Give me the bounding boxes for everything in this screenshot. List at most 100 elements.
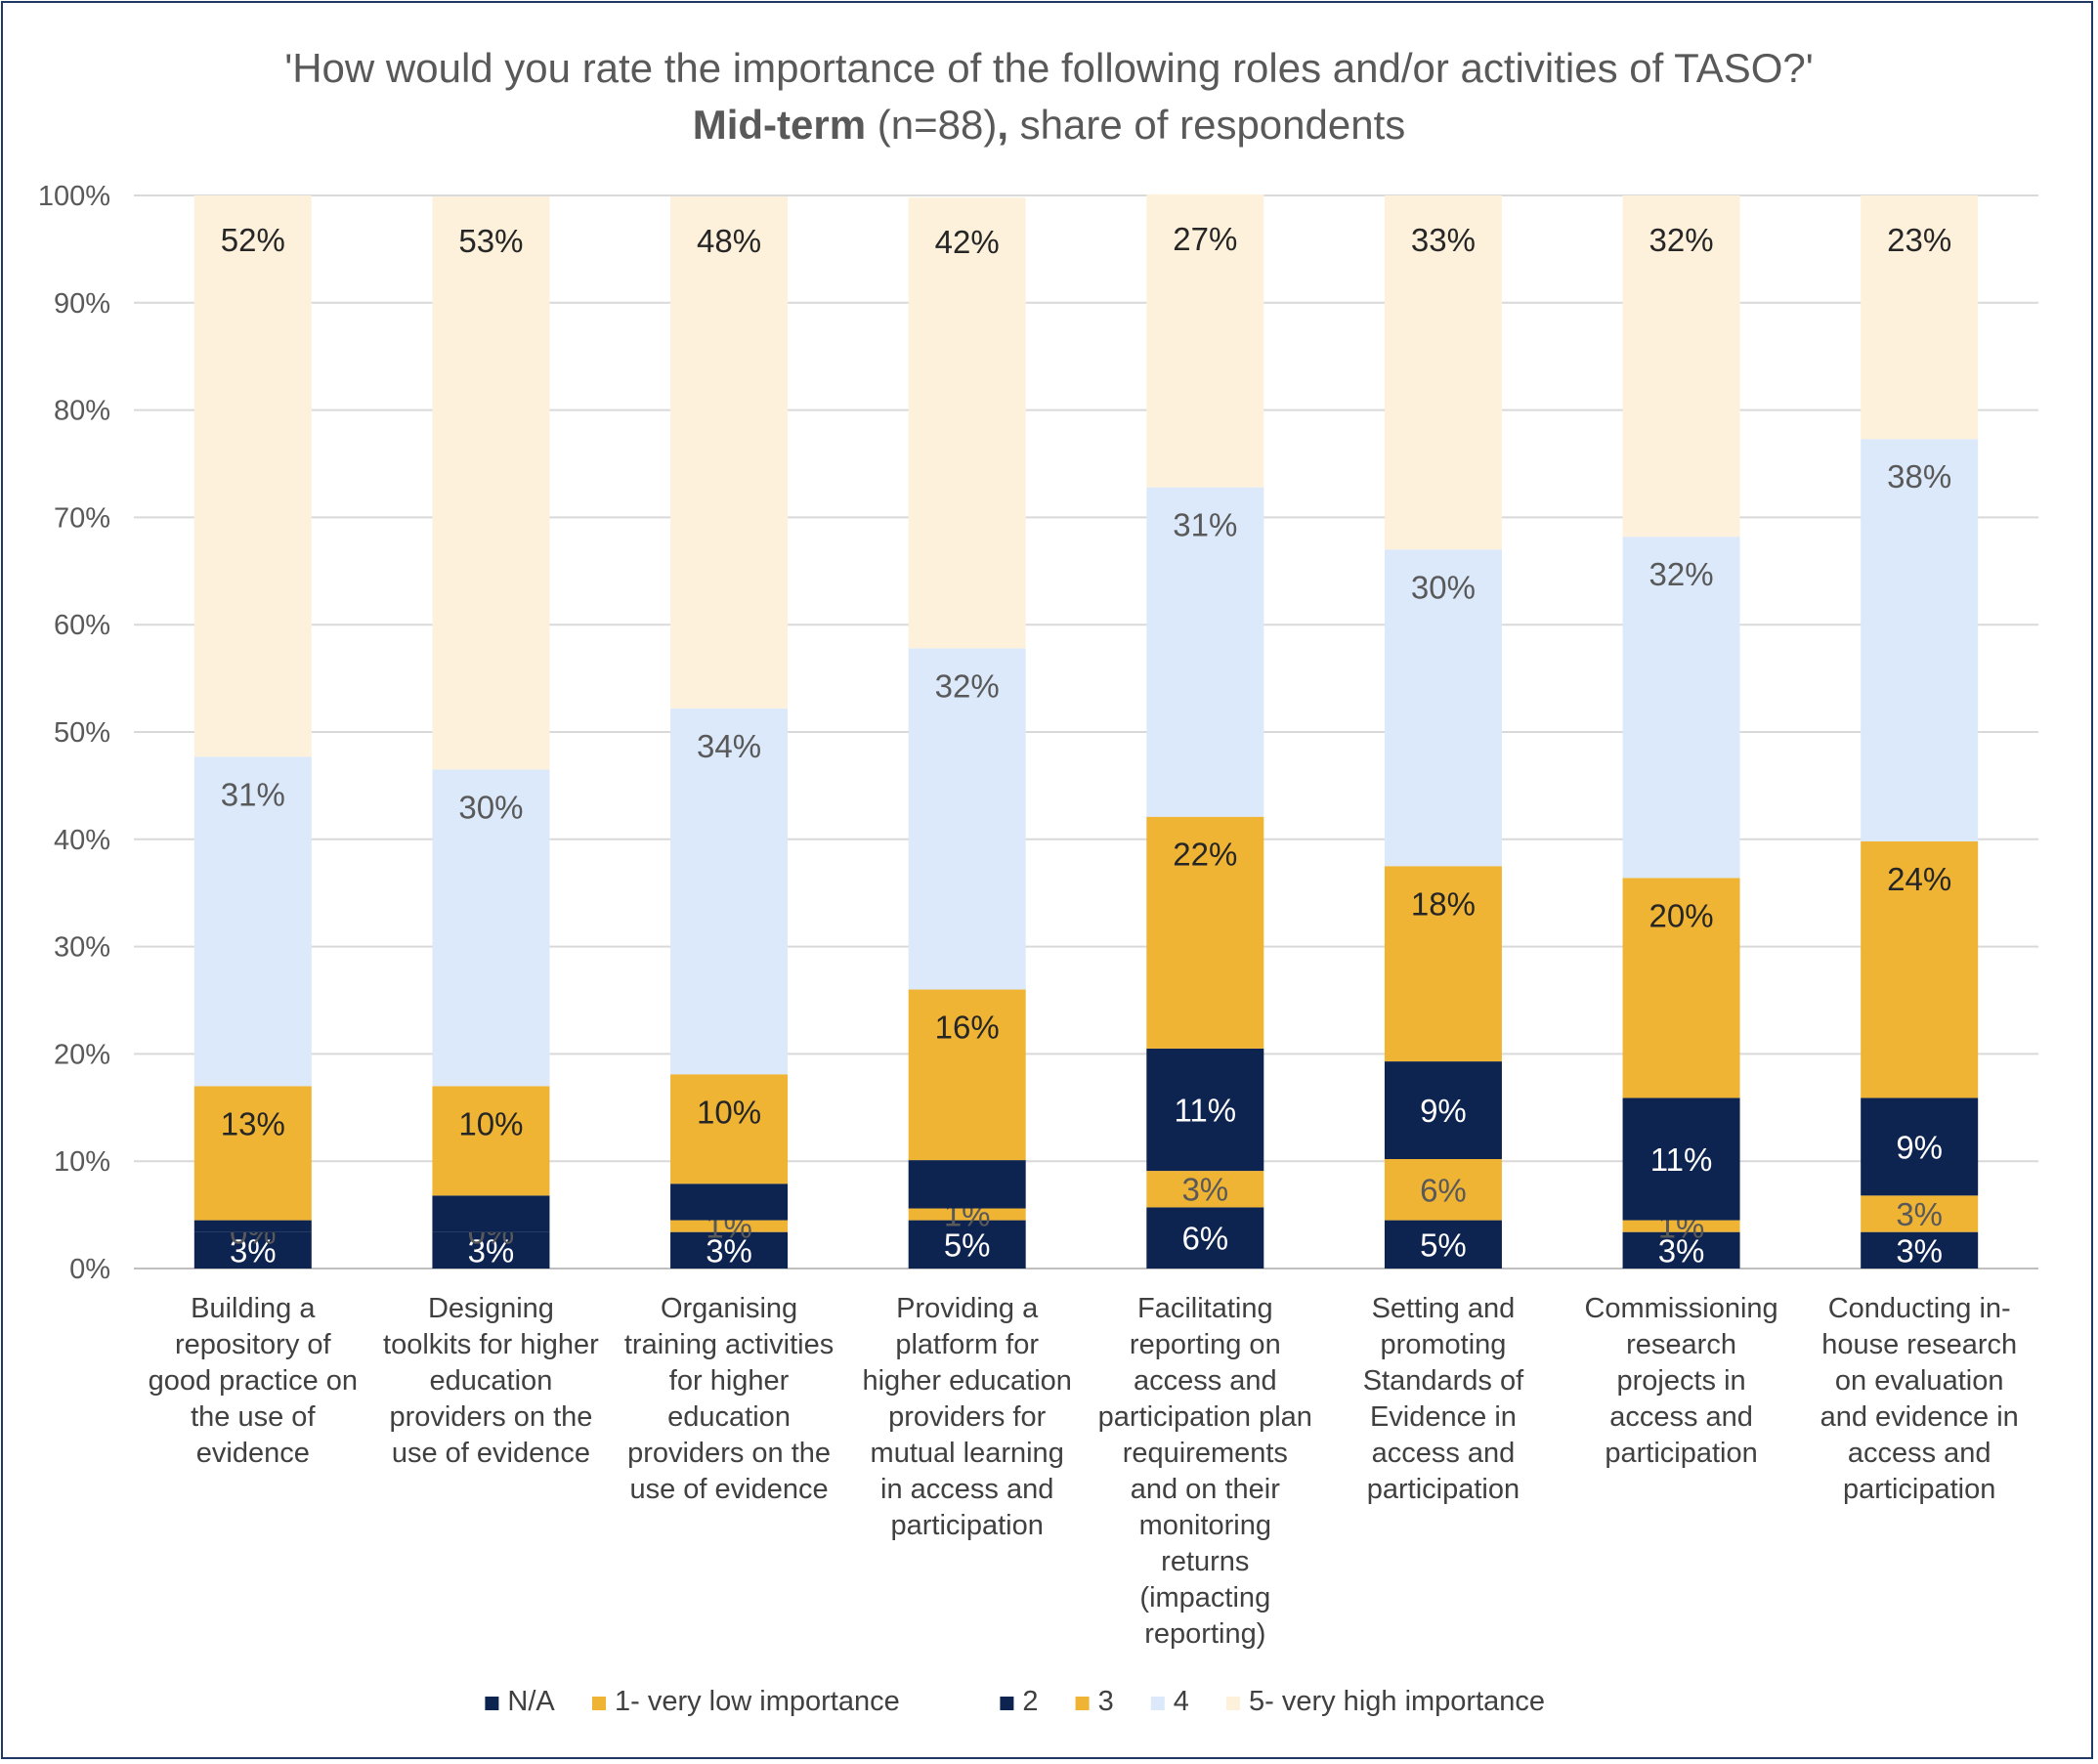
y-tick-label: 30% [54,932,110,964]
bar-segment [193,195,312,757]
bar-segment [670,708,789,1075]
data-label: 13% [221,1105,285,1141]
category-label-line: participation [1843,1474,1995,1505]
category-label: Facilitating reporting on access and partic… [1098,1293,1312,1650]
category-label: Conducting in-house research on evaluatio… [1820,1293,2019,1505]
legend-label: 3 [1098,1686,1114,1717]
data-label: 18% [1411,885,1476,922]
title-part: 'How would you rate the importance of th… [284,45,1814,91]
bar-segment [1861,840,1979,1098]
stacked-bar-chart: 0%10%20%30%40%50%60%70%80%90%100%3%0%13%… [38,181,2038,1717]
category-label-line: mutual learning [871,1438,1064,1469]
bar-segment [670,1231,789,1269]
bar-segment [193,756,312,1087]
bar-segment [1146,194,1264,488]
y-tick-label: 100% [38,181,110,212]
category-label-line: projects in [1616,1365,1745,1397]
category-label-line: (impacting [1139,1582,1270,1613]
category-label-line: on evaluation [1835,1365,2004,1397]
bar-segment [1861,1195,1979,1232]
title-part: Mid-term (n=88), share of respondents [693,102,1406,148]
category-label-line: reporting) [1144,1618,1265,1650]
data-label: 24% [1887,861,1951,897]
bar-segment [908,648,1026,990]
legend-swatch [592,1697,606,1710]
bar-segment [193,1231,312,1269]
data-label: 38% [1887,458,1951,495]
y-tick-label: 90% [54,288,110,320]
category-label-line: research [1626,1329,1736,1360]
bar-segment [193,1220,312,1232]
title-bold: Mid-term [692,102,867,148]
category-label-line: Building a [191,1293,316,1324]
category-label-line: and evidence in [1820,1401,2019,1433]
bar-segment [908,1220,1026,1269]
bar-segment [1622,195,1740,538]
legend-label: 4 [1174,1686,1189,1717]
bar-segment [670,1183,789,1221]
data-label: 27% [1173,221,1237,257]
data-label: 6% [1181,1221,1228,1257]
data-label: 48% [697,223,761,259]
bar-segment [908,989,1026,1161]
title-part: (n=88) [866,102,998,148]
data-label: 11% [1650,1141,1713,1178]
bar-segment [1146,487,1264,817]
legend-swatch [1150,1697,1165,1710]
bar-segment [1384,549,1502,867]
y-tick-label: 10% [54,1146,110,1178]
data-label: 5% [944,1226,991,1263]
category-label-line: access and [1372,1438,1516,1469]
title-bold: , [997,102,1008,148]
category-label-line: access and [1134,1365,1277,1397]
category-label-line: training activities [624,1329,834,1360]
data-label: 22% [1173,837,1237,873]
legend-swatch [1075,1697,1090,1710]
data-label: 32% [935,667,1000,704]
bar-segment [1384,1220,1502,1269]
bar-segment [1622,1231,1740,1269]
category-label: Designing toolkits for higher education pro… [383,1293,599,1469]
category-label: Setting and promoting Standards of Evidence… [1363,1293,1524,1505]
category-label-line: good practice on [149,1365,358,1397]
data-label: 5% [1420,1226,1467,1263]
data-label: 3% [468,1232,515,1269]
category-label-line: Conducting in- [1828,1293,2011,1324]
y-tick-label: 0% [69,1254,110,1285]
category-label-line: promoting [1380,1329,1506,1360]
bar-segment [670,1074,789,1184]
category-label-line: participation [1605,1438,1757,1469]
data-label: 11% [1175,1092,1237,1128]
bar-segment [1146,1207,1264,1269]
category-label-line: repository of [175,1329,332,1360]
bar-segment [1622,878,1740,1098]
category-label-line: in access and [880,1474,1053,1505]
category-label-line: requirements [1123,1438,1288,1469]
bar-segment [432,1195,550,1232]
y-tick-label: 50% [54,717,110,749]
data-label: 33% [1411,222,1476,258]
bar-segment [908,197,1026,649]
y-tick-label: 20% [54,1039,110,1070]
legend-swatch [485,1697,499,1710]
chart-title: 'How would you rate the importance of th… [3,40,2095,153]
bar-segment [1622,537,1740,879]
category-label-line: platform for [895,1329,1039,1360]
bar-segment [1622,1097,1740,1221]
bar-segment [1384,1159,1502,1221]
bar-segment [1861,195,1979,440]
category-label-line: and on their [1131,1474,1281,1505]
data-label: 6% [1420,1172,1467,1208]
legend-label: 5- very high importance [1249,1686,1545,1717]
category-label-line: monitoring [1139,1510,1271,1541]
data-label: 10% [697,1094,761,1130]
bar-segment [432,1086,550,1196]
legend-label: 2 [1022,1686,1038,1717]
data-label: 16% [935,1010,1000,1046]
category-label-line: education [430,1365,553,1397]
bar-segment [1622,1220,1740,1232]
data-label: 3% [1896,1232,1943,1269]
bar-segment [1146,1048,1264,1172]
bar-segment [1146,1171,1264,1208]
